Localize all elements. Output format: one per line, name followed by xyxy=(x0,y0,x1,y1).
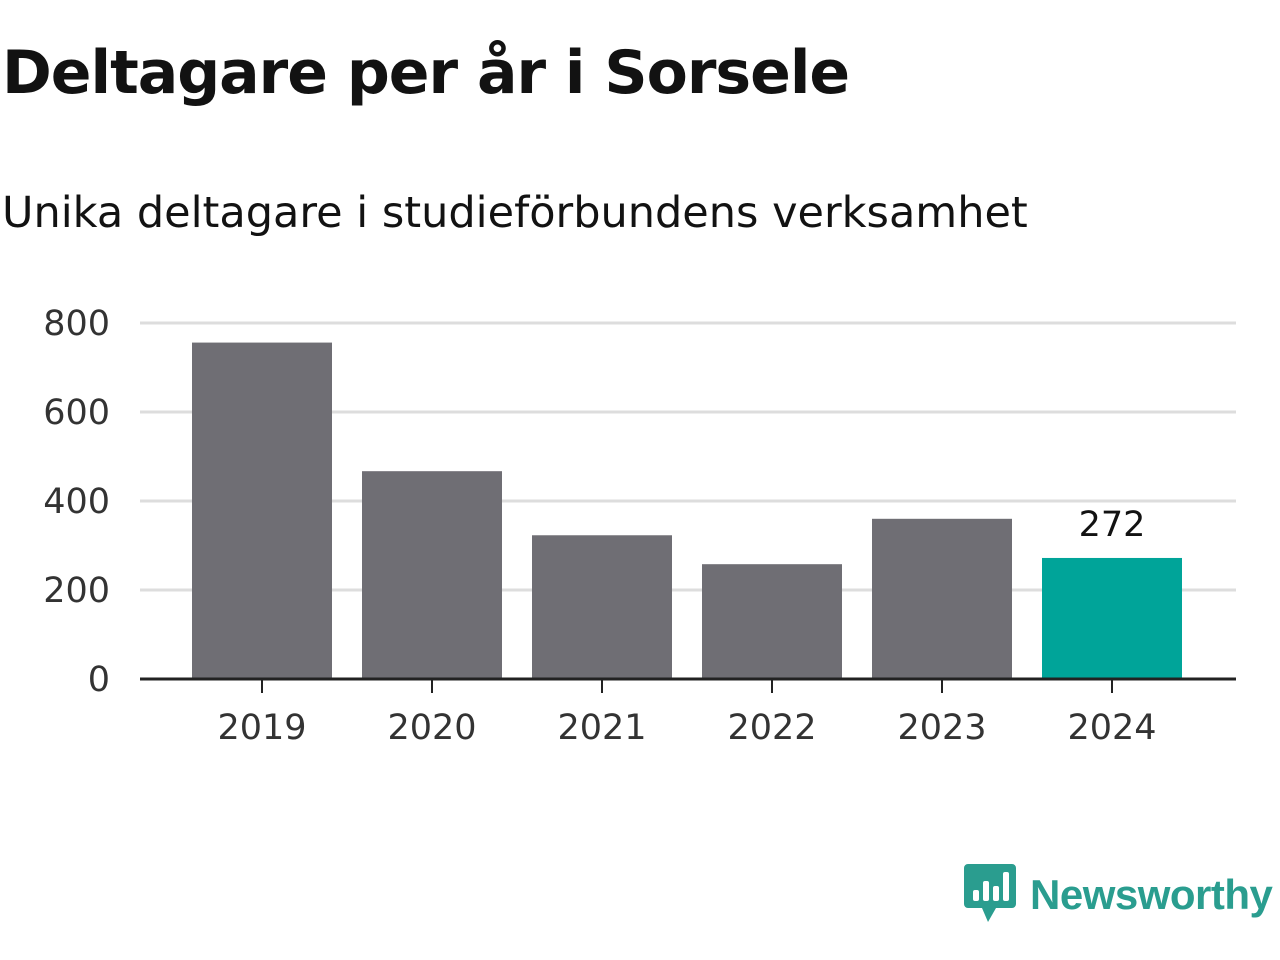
chart-title: Deltagare per år i Sorsele xyxy=(2,38,850,108)
bars xyxy=(192,342,1182,679)
bar-2023 xyxy=(872,518,1012,679)
x-tick-label: 2020 xyxy=(387,708,476,748)
y-tick-label: 600 xyxy=(43,393,110,433)
x-tick-label: 2024 xyxy=(1067,708,1156,748)
bar-2021 xyxy=(532,535,672,679)
y-tick-label: 800 xyxy=(43,304,110,344)
x-tick-label: 2023 xyxy=(897,708,986,748)
axes xyxy=(140,677,1236,693)
bar-2019 xyxy=(192,342,332,679)
data-label: 272 xyxy=(1079,505,1146,545)
bar-2022 xyxy=(702,564,842,679)
x-tick-label: 2022 xyxy=(727,708,816,748)
y-tick-label: 0 xyxy=(88,660,110,700)
x-tick-label: 2021 xyxy=(557,708,646,748)
newsworthy-logo: Newsworthy xyxy=(964,864,1273,926)
y-tick-label: 200 xyxy=(43,571,110,611)
bar-2020 xyxy=(362,471,502,679)
chart-subtitle: Unika deltagare i studieförbundens verks… xyxy=(2,188,1028,238)
x-tick-label: 2019 xyxy=(217,708,306,748)
brand-name: Newsworthy xyxy=(1030,871,1273,918)
labels: 0 200 400 600 800 2019 2020 2021 2022 2023 2024 272 xyxy=(43,304,1156,748)
bar-chart-speech-bubble-icon xyxy=(964,864,1016,922)
y-tick-label: 400 xyxy=(43,482,110,522)
bar-2024 xyxy=(1042,557,1182,679)
